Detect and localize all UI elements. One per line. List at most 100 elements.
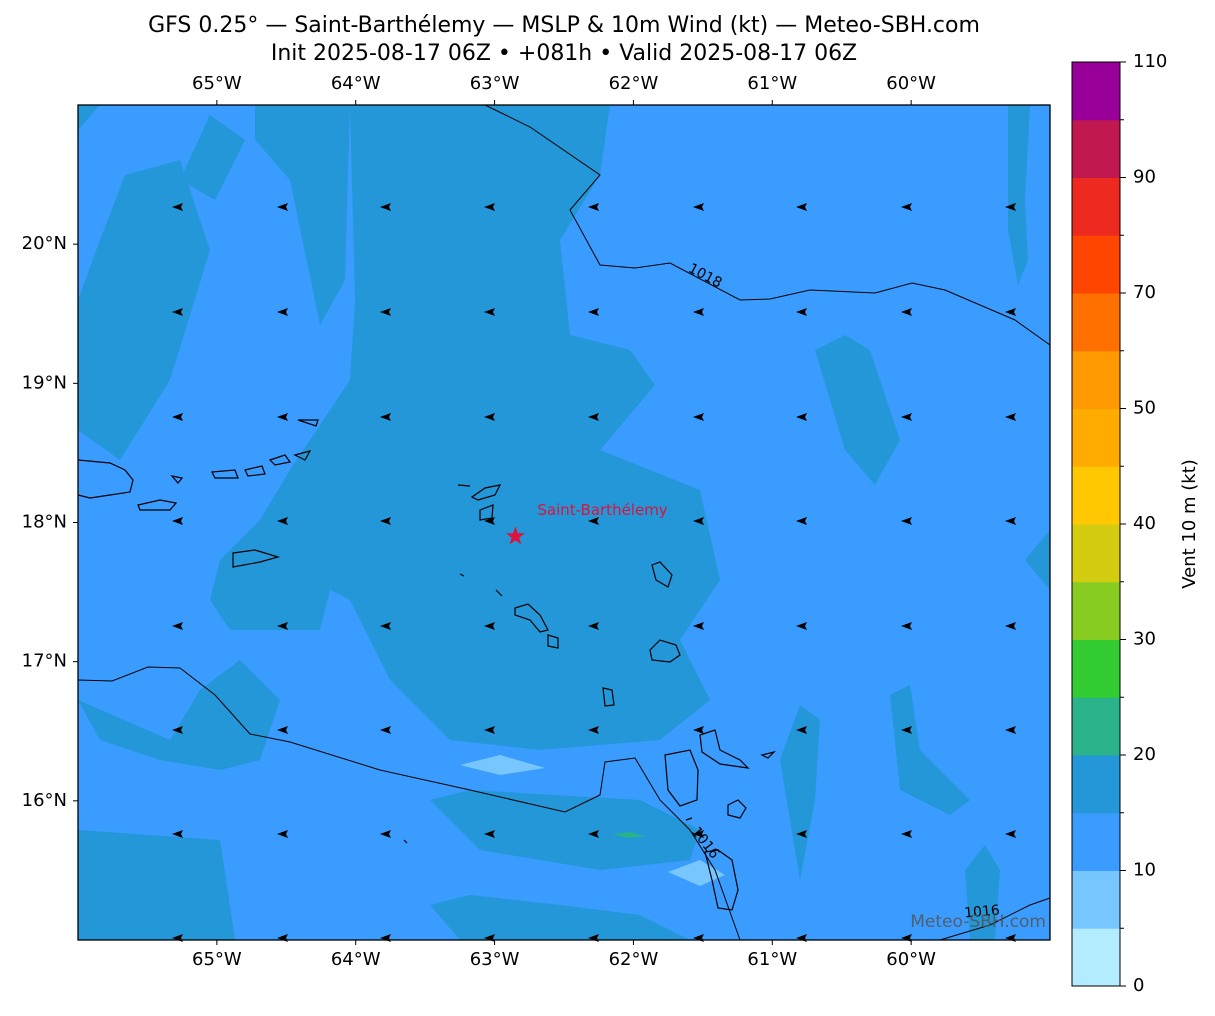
wind-arrows	[172, 203, 1016, 942]
wind-arrow	[277, 622, 288, 630]
subtitle: Init 2025-08-17 06Z • +081h • Valid 2025…	[271, 41, 857, 66]
wind-arrow	[172, 413, 183, 421]
wind-arrow	[693, 203, 704, 211]
wind-arrow	[277, 726, 288, 734]
wind-arrow	[901, 308, 912, 316]
wind-arrow	[172, 830, 183, 838]
wind-arrow	[380, 308, 391, 316]
wind-arrow	[796, 308, 807, 316]
wind-arrow	[484, 622, 495, 630]
wind-arrow	[693, 413, 704, 421]
wind-arrow	[277, 830, 288, 838]
y-tick-label: 20°N	[22, 233, 67, 254]
colorbar-band	[1072, 408, 1120, 467]
wind-arrow	[1005, 308, 1016, 316]
wind-arrow	[1005, 726, 1016, 734]
wind-arrow	[277, 308, 288, 316]
colorbar-tick-label: 70	[1133, 282, 1156, 303]
y-tick-label: 17°N	[22, 651, 67, 672]
wind-arrow	[796, 622, 807, 630]
x-tick-label: 60°W	[886, 73, 936, 94]
location-label: Saint-Barthélemy	[537, 501, 667, 519]
colorbar-band	[1072, 639, 1120, 698]
wind-arrow	[901, 203, 912, 211]
wind-arrow	[172, 517, 183, 525]
colorbar-label: Vent 10 m (kt)	[1179, 459, 1200, 589]
colorbar-band	[1072, 812, 1120, 871]
x-tick-label: 64°W	[331, 949, 381, 970]
colorbar-band	[1072, 62, 1120, 121]
x-tick-label: 60°W	[886, 949, 936, 970]
colorbar: 0 10 20 30 40 50 70 90 110	[1071, 51, 1167, 996]
wind-arrow	[172, 622, 183, 630]
wind-arrow	[277, 203, 288, 211]
x-tick-label: 62°W	[609, 949, 659, 970]
coastlines	[77, 419, 776, 911]
wind-arrow	[380, 517, 391, 525]
wind-arrow	[484, 517, 495, 525]
colorbar-band	[1072, 293, 1120, 352]
x-tick-label: 64°W	[331, 73, 381, 94]
wind-arrow	[380, 413, 391, 421]
wind-arrow	[796, 517, 807, 525]
colorbar-tick-label: 10	[1133, 860, 1156, 881]
x-tick-label: 65°W	[192, 73, 242, 94]
colorbar-band	[1072, 524, 1120, 583]
isobars	[77, 104, 1051, 941]
colorbar-band	[1072, 350, 1120, 409]
wind-arrow	[901, 726, 912, 734]
wind-arrow	[588, 622, 599, 630]
wind-arrow	[901, 622, 912, 630]
colorbar-band	[1072, 870, 1120, 929]
wind-arrow	[796, 830, 807, 838]
y-tick-label: 16°N	[22, 790, 67, 811]
wind-arrow	[588, 203, 599, 211]
colorbar-band	[1072, 119, 1120, 178]
colorbar-band	[1072, 177, 1120, 236]
wind-arrow	[1005, 517, 1016, 525]
wind-arrow	[693, 622, 704, 630]
location-marker	[505, 526, 525, 545]
colorbar-tick-label: 30	[1133, 629, 1156, 650]
wind-arrow	[277, 517, 288, 525]
colorbar-tick-label: 110	[1133, 51, 1167, 72]
wind-arrow	[380, 726, 391, 734]
colorbar-tick-label: 50	[1133, 398, 1156, 419]
wind-arrow	[588, 308, 599, 316]
wind-arrow	[901, 413, 912, 421]
colorbar-band	[1072, 466, 1120, 525]
colorbar-tick-label: 40	[1133, 513, 1156, 534]
wind-arrow	[693, 726, 704, 734]
colorbar-band	[1072, 697, 1120, 756]
colorbar-tick-label: 0	[1133, 975, 1144, 996]
wind-arrow	[901, 830, 912, 838]
wind-arrow	[588, 517, 599, 525]
wind-arrow	[484, 203, 495, 211]
map: 1018 1016 1016 Meteo-SBH.com	[77, 104, 1051, 942]
wind-arrow	[901, 517, 912, 525]
x-tick-label: 65°W	[192, 949, 242, 970]
wind-arrow	[172, 308, 183, 316]
wind-arrow	[693, 830, 704, 838]
wind-fill	[78, 105, 1050, 940]
x-tick-label: 61°W	[747, 73, 797, 94]
colorbar-tick-label: 90	[1133, 167, 1156, 188]
colorbar-band	[1072, 928, 1120, 987]
wind-arrow	[484, 830, 495, 838]
colorbar-band	[1072, 235, 1120, 294]
x-tick-label: 63°W	[470, 949, 520, 970]
x-tick-label: 62°W	[609, 73, 659, 94]
wind-arrow	[1005, 622, 1016, 630]
colorbar-tick-label: 20	[1133, 744, 1156, 765]
wind-arrow	[693, 517, 704, 525]
wind-arrow	[1005, 830, 1016, 838]
isobar-label: 1016	[964, 902, 1001, 921]
wind-arrow	[588, 726, 599, 734]
colorbar-band	[1072, 581, 1120, 640]
wind-arrow	[693, 308, 704, 316]
wind-arrow	[484, 308, 495, 316]
wind-arrow	[277, 413, 288, 421]
wind-arrow	[172, 203, 183, 211]
wind-arrow	[380, 830, 391, 838]
